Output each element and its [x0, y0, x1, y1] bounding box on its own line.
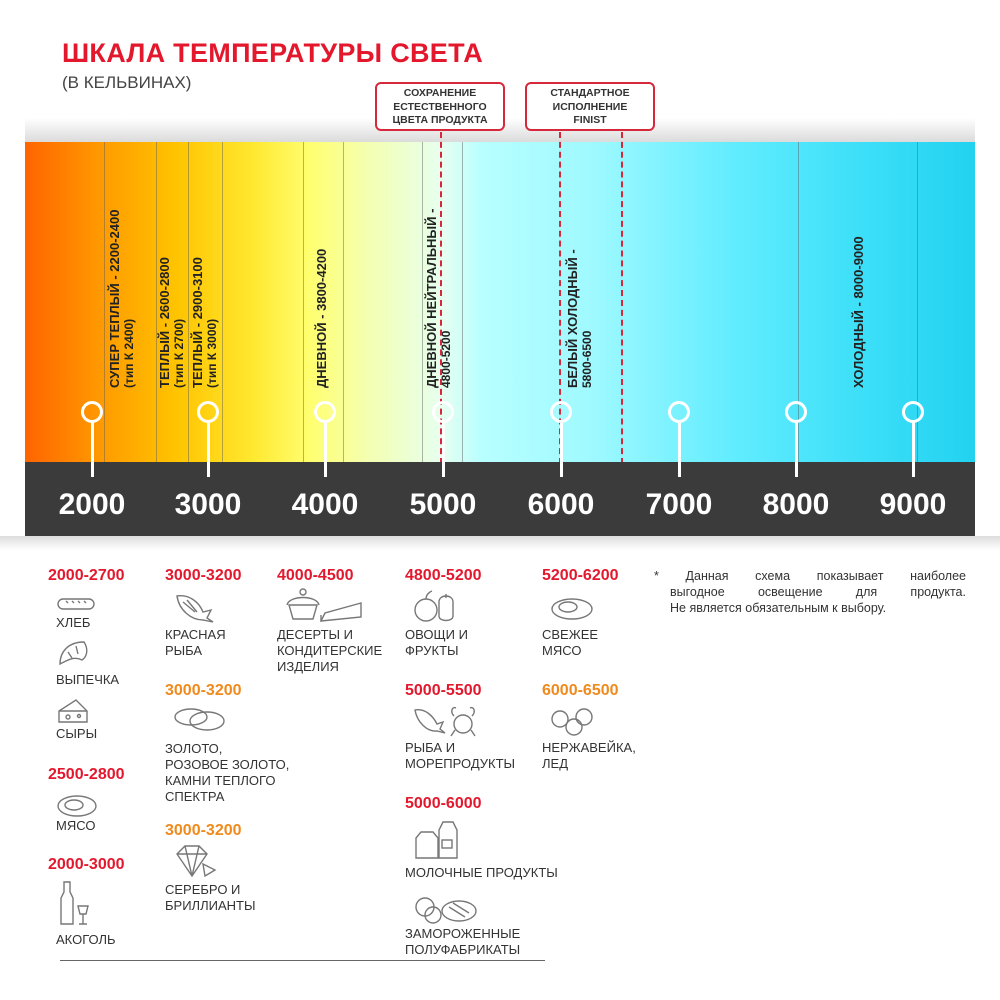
zone-divider: [156, 142, 157, 462]
zone-divider: [462, 142, 463, 462]
zone-label-super-warm: СУПЕР ТЕПЛЫЙ - 2200-2400 (тип К 2400): [107, 209, 136, 388]
product-label: АКОГОЛЬ: [56, 932, 116, 947]
fish-icon: [173, 590, 215, 624]
zone-label-neutral: ДНЕВНОЙ НЕЙТРАЛЬНЫЙ -4800-5200: [424, 208, 453, 388]
tick-marker-icon: [550, 401, 572, 423]
tick-stem: [677, 421, 681, 477]
meat-icon: [56, 793, 98, 819]
tick-label: 3000: [174, 488, 242, 521]
cake-icon: [285, 587, 365, 627]
product-label: ЗАМОРОЖЕННЫЕ ПОЛУФАБРИКАТЫ: [405, 926, 521, 957]
tick-marker-icon: [81, 401, 103, 423]
tick-stem: [90, 421, 94, 477]
bread-icon: [56, 596, 96, 612]
product-label: МЯСО: [56, 818, 96, 833]
color-spectrum: [25, 142, 975, 464]
zone-divider: [222, 142, 223, 462]
tick-stem: [206, 421, 210, 477]
page-subtitle: (В КЕЛЬВИНАХ): [62, 73, 192, 92]
tick-marker-icon: [668, 401, 690, 423]
product-label: ОВОЩИ И ФРУКТЫ: [405, 627, 468, 658]
vegetables-icon: [413, 588, 457, 624]
cheese-icon: [56, 697, 90, 725]
page-title: ШКАЛА ТЕМПЕРАТУРЫ СВЕТА: [62, 38, 484, 68]
zone-divider: [303, 142, 304, 462]
axis-shadow: [0, 536, 1000, 550]
bottom-divider: [60, 960, 545, 961]
tick-stem: [441, 421, 445, 477]
zone-divider: [422, 142, 423, 462]
temperature-range: 2500-2800: [48, 766, 125, 783]
product-label: СЫРЫ: [56, 726, 98, 741]
tick-label: 2000: [58, 488, 126, 521]
zone-divider: [917, 142, 918, 462]
zone-divider: [104, 142, 105, 462]
temperature-range: 4800-5200: [405, 567, 482, 584]
zone-label-cool-white: БЕЛЫЙ ХОЛОДНЫЙ -5800-6500: [565, 249, 594, 388]
tick-stem: [559, 421, 563, 477]
tick-marker-icon: [314, 401, 336, 423]
tick-stem: [323, 421, 327, 477]
zone-divider: [798, 142, 799, 462]
tick-label: 6000: [527, 488, 595, 521]
zone-divider: [343, 142, 344, 462]
temperature-range: 3000-3200: [165, 822, 242, 839]
tick-label: 7000: [645, 488, 713, 521]
product-label: ДЕСЕРТЫ И КОНДИТЕРСКИЕ ИЗДЕЛИЯ: [277, 627, 383, 674]
temperature-range: 5200-6200: [542, 567, 619, 584]
temperature-range: 3000-3200: [165, 682, 242, 699]
footnote: * Данная схема показывает наиболее выгодн…: [654, 569, 966, 615]
zone-label-warm-3000: ТЕПЛЫЙ - 2900-3100 (тип К 3000): [190, 257, 219, 388]
tick-label: 9000: [879, 488, 947, 521]
steak-icon: [550, 596, 594, 622]
finist-standard-marker-start: [559, 132, 561, 464]
finist-standard-marker-end: [621, 132, 623, 464]
tick-marker-icon: [197, 401, 219, 423]
temperature-range: 4000-4500: [277, 567, 354, 584]
product-label: СВЕЖЕЕ МЯСО: [542, 627, 599, 658]
kelvin-axis: [25, 462, 975, 536]
tick-label: 4000: [291, 488, 359, 521]
product-label: СЕРЕБРО И БРИЛЛИАНТЫ: [165, 882, 256, 913]
tick-marker-icon: [785, 401, 807, 423]
temperature-range: 2000-3000: [48, 856, 125, 873]
tick-label: 5000: [409, 488, 477, 521]
ice-icon: [550, 707, 594, 737]
temperature-range: 2000-2700: [48, 567, 125, 584]
product-label: ВЫПЕЧКА: [56, 672, 120, 687]
diamond-icon: [173, 844, 217, 878]
callout-natural-color: СОХРАНЕНИЕ ЕСТЕСТВЕННОГО ЦВЕТА ПРОДУКТА: [375, 82, 505, 131]
zone-label-warm-2700: ТЕПЛЫЙ - 2600-2800 (тип К 2700): [157, 257, 186, 388]
product-label: ЗОЛОТО, РОЗОВОЕ ЗОЛОТО, КАМНИ ТЕПЛОГО СПЕКТ…: [165, 741, 290, 804]
croissant-icon: [56, 638, 92, 668]
callout-finist-standard: СТАНДАРТНОЕ ИСПОЛНЕНИЕ FINIST: [525, 82, 655, 131]
rings-icon: [173, 705, 227, 733]
product-label: РЫБА И МОРЕПРОДУКТЫ: [405, 740, 516, 771]
temperature-range: 6000-6500: [542, 682, 619, 699]
milk-icon: [413, 820, 459, 860]
tick-stem: [794, 421, 798, 477]
natural-color-marker: [440, 132, 442, 464]
tick-stem: [911, 421, 915, 477]
zone-divider: [188, 142, 189, 462]
temperature-range: 5000-5500: [405, 682, 482, 699]
bottle-glass-icon: [56, 880, 92, 926]
frozen-food-icon: [413, 893, 479, 925]
product-label: КРАСНАЯ РЫБА: [165, 627, 226, 658]
product-label: ХЛЕБ: [56, 615, 91, 630]
tick-marker-icon: [902, 401, 924, 423]
tick-label: 8000: [762, 488, 830, 521]
zone-label-daylight: ДНЕВНОЙ - 3800-4200: [314, 248, 329, 388]
temperature-range: 5000-6000: [405, 795, 482, 812]
product-label: МОЛОЧНЫЕ ПРОДУКТЫ: [405, 865, 558, 880]
temperature-range: 3000-3200: [165, 567, 242, 584]
fish-crab-icon: [413, 704, 479, 740]
tick-marker-icon: [432, 401, 454, 423]
zone-label-cold: ХОЛОДНЫЙ - 8000-9000: [851, 236, 866, 388]
product-label: НЕРЖАВЕЙКА, ЛЕД: [542, 740, 636, 771]
